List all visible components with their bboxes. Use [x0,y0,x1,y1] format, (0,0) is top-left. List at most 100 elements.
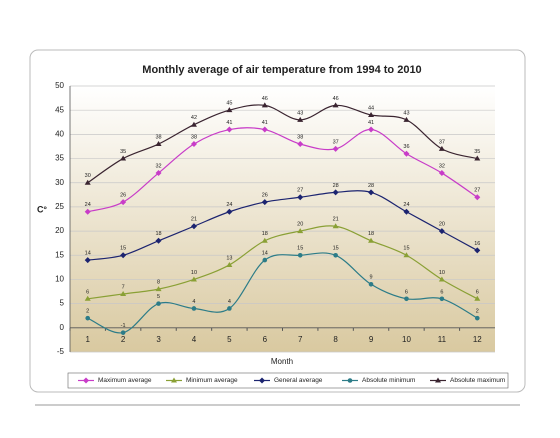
series-marker [474,194,481,201]
series-marker [403,252,410,258]
series-marker [120,199,127,206]
data-label: 5 [157,294,160,300]
series-marker [474,155,481,161]
x-tick-label: 7 [298,335,303,344]
series-marker [332,145,339,152]
series-marker [474,247,481,254]
series-line [87,104,478,184]
data-label: 18 [155,231,161,237]
data-label: 24 [85,202,91,208]
series-line [87,127,478,213]
series-marker [190,223,197,230]
plot-area [70,86,495,352]
x-tick-label: 8 [333,335,338,344]
data-label: 27 [297,188,303,194]
series-marker [403,150,410,157]
legend [67,372,509,389]
data-label: 38 [155,134,161,140]
series-marker [438,145,445,151]
series-marker [368,237,375,243]
data-label: 21 [333,217,339,223]
x-tick-label: 2 [121,335,126,344]
x-tick-label: 9 [369,335,374,344]
series-marker [261,126,268,133]
data-label: 41 [262,120,268,126]
data-label: 18 [368,231,374,237]
series-marker [404,296,409,302]
data-label: 15 [333,246,339,252]
x-tick-label: 6 [263,335,268,344]
data-label: 21 [191,217,197,223]
series-marker [332,189,339,196]
data-label: 32 [155,164,161,170]
data-label: 10 [191,270,197,276]
series-marker [332,102,339,108]
x-tick-label: 12 [473,335,482,344]
data-label: 2 [476,309,479,315]
legend-label: Maximum average [98,377,152,384]
series-marker [261,199,268,206]
series-line [87,190,478,261]
data-label: 18 [262,231,268,237]
data-label: 8 [157,280,160,286]
data-label: 10 [439,270,445,276]
chart-title: Monthly average of air temperature from … [142,64,421,76]
y-tick-label: 25 [55,202,64,211]
data-label: -1 [121,323,126,329]
data-label: 6 [405,289,408,295]
y-tick-label: 45 [55,105,64,114]
series-marker [84,295,91,301]
data-label: 28 [368,183,374,189]
series-marker [262,257,268,263]
series-marker [226,126,233,133]
data-label: 38 [191,134,197,140]
y-tick-label: 10 [55,275,64,284]
data-label: 32 [439,164,445,170]
legend-marker [347,378,353,383]
series-marker [368,281,374,287]
y-tick-label: 0 [60,323,65,332]
series-marker [261,237,268,243]
legend-marker [259,377,265,384]
series-marker [155,237,162,244]
y-axis-label: C° [37,204,47,214]
data-label: 26 [120,193,126,199]
data-label: 24 [403,202,409,208]
series-marker [368,126,375,133]
series-marker [120,155,127,161]
data-label: 13 [226,255,232,261]
y-tick-label: -5 [57,347,65,356]
series-marker [227,306,232,311]
data-label: 44 [368,105,374,111]
data-label: 15 [120,246,126,252]
series-marker [368,189,375,196]
series-marker [85,315,91,321]
series-line [87,252,478,334]
data-label: 38 [297,134,303,140]
series-marker [474,295,481,301]
y-tick-label: 30 [55,178,64,187]
data-label: 9 [370,275,373,281]
y-tick-label: 35 [55,154,64,163]
legend-marker [171,377,177,383]
data-label: 46 [333,96,339,102]
legend-label: Absolute maximum [450,377,505,384]
series-marker [120,330,126,335]
data-label: 20 [297,222,303,228]
series-marker [84,257,91,264]
x-tick-label: 4 [192,335,197,344]
y-tick-label: 15 [55,250,64,259]
x-tick-label: 10 [402,335,411,344]
data-label: 37 [439,139,445,145]
data-label: 46 [262,96,268,102]
data-label: 15 [297,246,303,252]
series-marker [403,116,410,122]
series-marker [474,315,480,321]
data-label: 7 [122,284,125,290]
series-marker [84,179,91,185]
y-tick-label: 5 [60,299,65,308]
series-marker [120,290,127,296]
series-marker [226,107,233,113]
data-label: 28 [333,183,339,189]
